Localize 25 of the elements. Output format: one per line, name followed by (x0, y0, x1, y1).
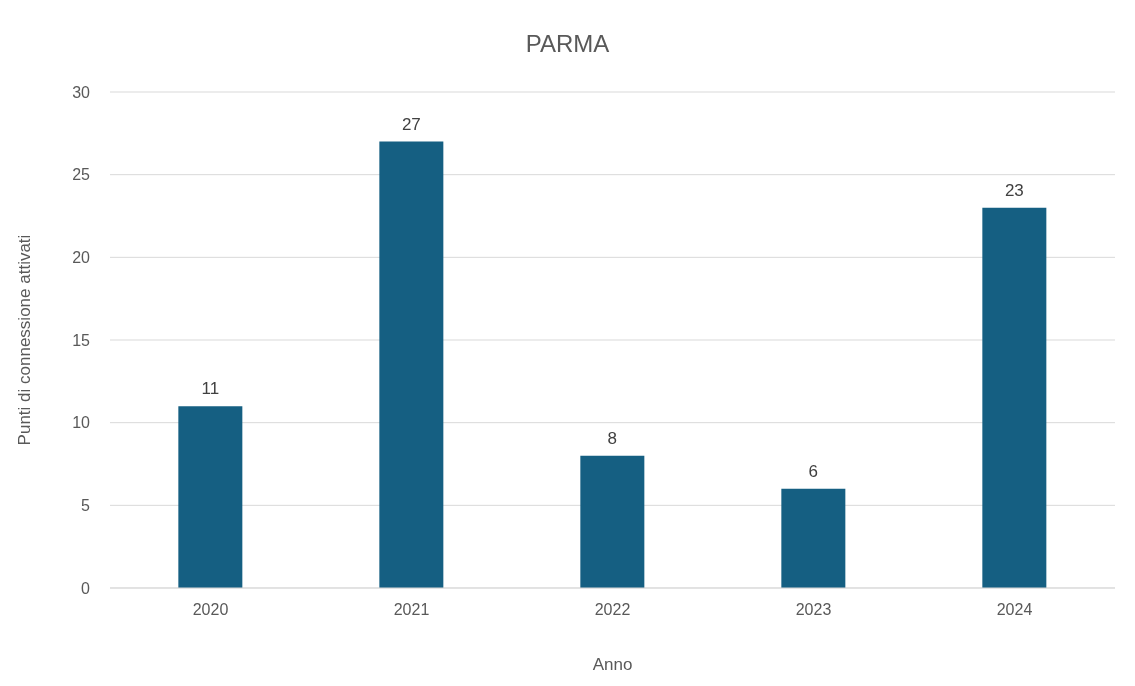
y-axis-title: Punti di connessione attivati (15, 234, 35, 446)
data-label: 6 (808, 461, 819, 481)
y-tick-label: 5 (81, 497, 91, 515)
y-tick-label: 0 (81, 579, 91, 597)
data-label: 11 (201, 379, 220, 399)
y-tick-label: 10 (72, 414, 91, 432)
data-label: 8 (607, 428, 618, 448)
chart-title: PARMA (524, 30, 611, 58)
y-tick-label: 30 (72, 83, 91, 101)
bar (379, 141, 444, 588)
x-tick-label: 2020 (192, 601, 229, 619)
x-tick-label: 2023 (795, 601, 832, 619)
bar (580, 455, 645, 588)
x-tick-label: 2024 (996, 601, 1033, 619)
x-tick-label: 2021 (393, 601, 430, 619)
bar (982, 207, 1047, 588)
data-label: 23 (1004, 180, 1024, 200)
y-tick-label: 20 (72, 249, 91, 267)
data-label: 27 (401, 114, 421, 134)
x-tick-label: 2022 (594, 601, 631, 619)
y-tick-label: 15 (72, 331, 91, 349)
x-axis-title: Anno (592, 655, 633, 674)
bar (781, 488, 846, 588)
y-tick-label: 25 (72, 166, 91, 184)
bar (178, 406, 243, 588)
